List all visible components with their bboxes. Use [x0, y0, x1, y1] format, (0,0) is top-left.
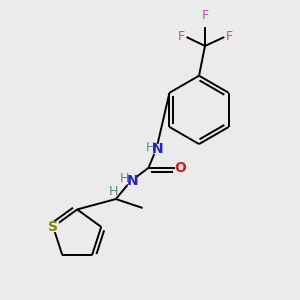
Text: F: F — [226, 30, 233, 43]
Text: S: S — [48, 220, 58, 234]
Bar — [177, 164, 184, 172]
Text: H: H — [109, 185, 118, 198]
Bar — [128, 177, 136, 186]
Bar — [154, 144, 162, 153]
Text: O: O — [175, 161, 187, 175]
Bar — [122, 174, 127, 183]
Text: H: H — [119, 172, 129, 185]
Text: H: H — [145, 140, 155, 154]
Bar — [147, 142, 153, 152]
Text: F: F — [178, 30, 185, 43]
Text: N: N — [126, 174, 138, 188]
Text: F: F — [201, 9, 208, 22]
Bar — [111, 188, 116, 195]
Text: N: N — [152, 142, 164, 155]
Bar — [49, 222, 58, 231]
